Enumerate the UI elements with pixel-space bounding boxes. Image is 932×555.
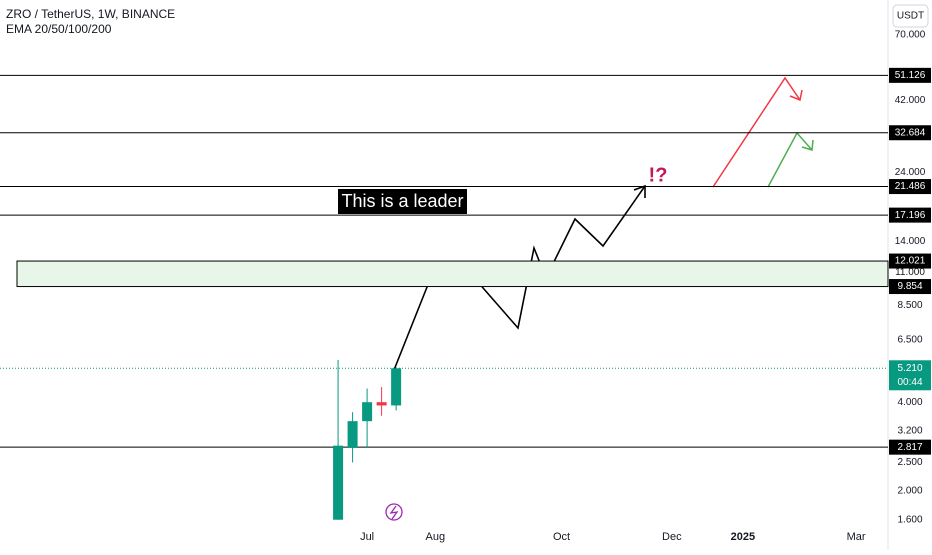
y-tick-label: 1.600 [897,514,922,525]
price-tag [889,253,931,269]
zone [16,260,889,288]
x-tick-label: Dec [662,531,682,543]
last-price-tag [889,360,931,391]
y-tick-label: 3.200 [897,425,922,436]
annotation-mark: !? [649,164,668,186]
annotation-text: This is a leader [341,191,463,211]
y-tick-label: 8.500 [897,300,922,311]
price-tag [889,179,931,195]
price-tag-label: 32.684 [895,127,926,138]
candle-body [376,402,387,406]
x-tick-label: Oct [553,531,570,543]
candle-body [362,402,373,422]
y-tick-label: 2.500 [897,457,922,468]
x-tick-label: Jul [360,531,374,543]
price-tag [889,279,931,295]
annotation-box [338,189,467,214]
x-tick-label: 2025 [731,531,755,543]
candle-body [391,368,402,406]
price-tag-label: 12.021 [895,256,926,267]
drawings: This is a leader !? [338,76,814,521]
currency-label[interactable]: USDT [897,11,924,22]
x-tick-label: Mar [847,531,866,543]
price-tag-label: 9.854 [897,281,922,292]
y-tick-label: 2.000 [897,486,922,497]
event-icon-bolt [389,505,399,520]
countdown-label: 00:44 [897,377,922,388]
y-tick-label: 24.000 [895,167,926,178]
y-tick-label: 14.000 [895,236,926,247]
y-tick-label: 42.000 [895,95,926,106]
projection-arrowhead [633,184,646,198]
price-tag [889,67,931,83]
price-tag [889,125,931,141]
y-tick-label: 11.000 [895,267,925,278]
price-tag-label: 17.196 [895,210,926,221]
indicator-label: EMA 20/50/100/200 [6,22,112,36]
price-tag [889,207,931,223]
currency-button[interactable] [892,4,929,28]
red-arrow [712,76,801,188]
price-tag-label: 21.486 [895,181,926,192]
candle-body [347,421,358,448]
y-tick-label: 4.000 [897,397,922,408]
x-tick-label: Aug [426,531,446,543]
candle-body [333,445,344,520]
red-arrowhead [789,89,803,102]
price-tag [889,439,931,455]
y-tick-label: 6.500 [897,335,922,346]
chart-title: ZRO / TetherUS, 1W, BINANCE [6,7,175,21]
y-tick-label: 70.000 [895,30,926,41]
green-arrowhead [801,139,814,151]
price-tag-label: 51.126 [895,70,926,81]
last-price-label: 5.210 [897,363,922,374]
price-tag-label: 2.817 [897,442,922,453]
